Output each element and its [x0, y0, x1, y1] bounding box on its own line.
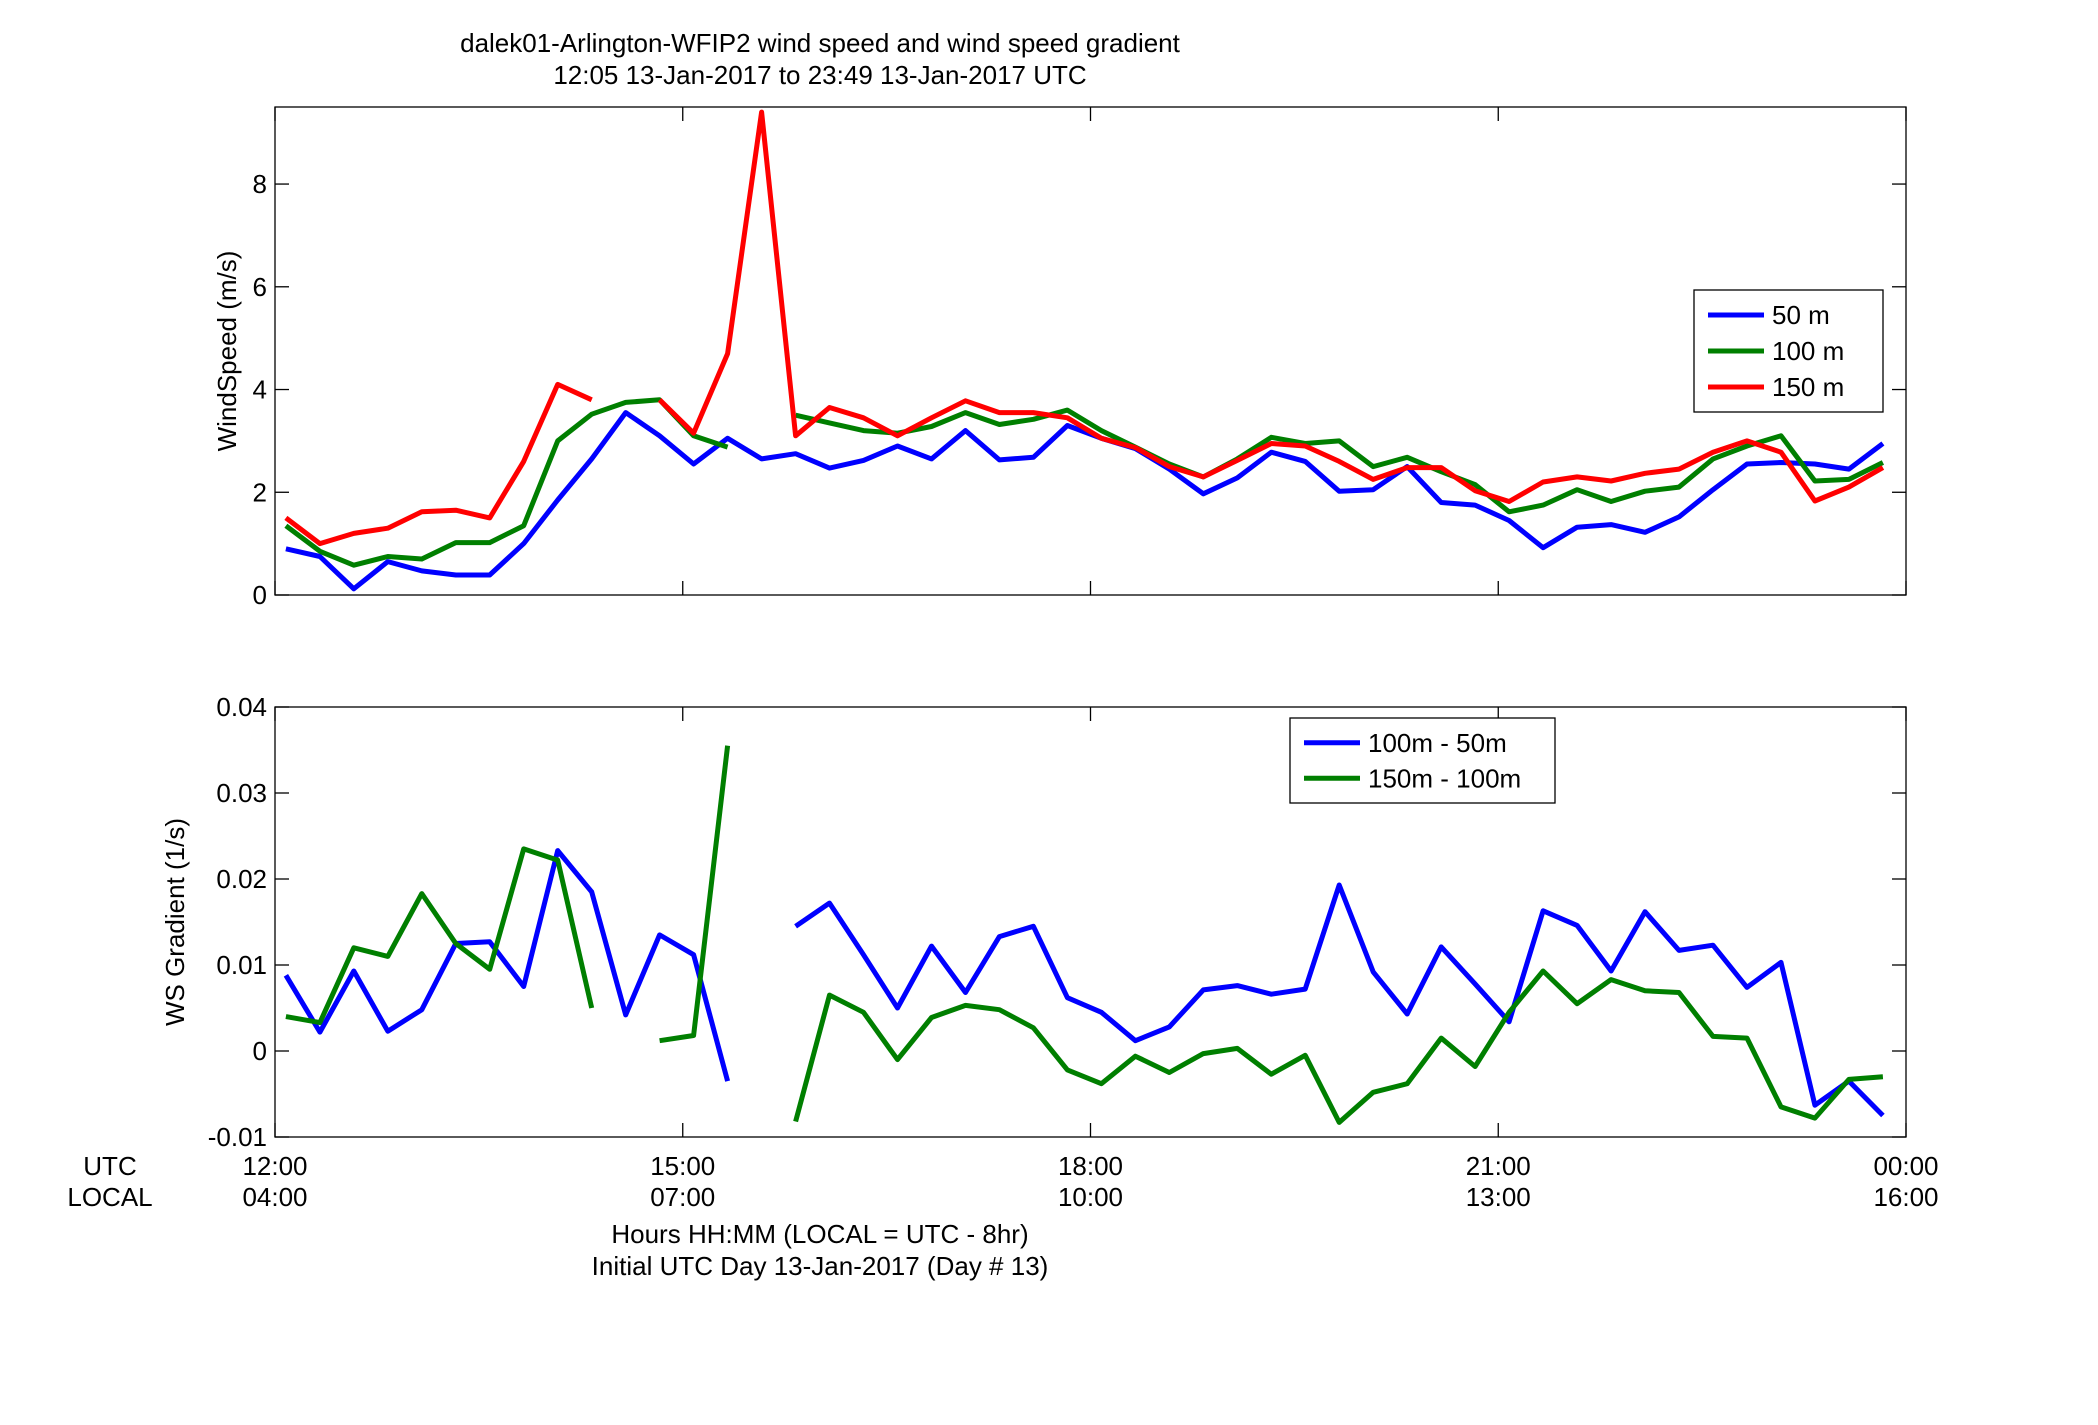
x-axis-label-line2: Initial UTC Day 13-Jan-2017 (Day # 13)	[592, 1251, 1049, 1281]
x-tick-label-utc: 21:00	[1466, 1151, 1531, 1181]
gradient-legend: 100m - 50m 150m - 100m	[1289, 717, 1556, 804]
x-tick-label-utc: 12:00	[242, 1151, 307, 1181]
windspeed-series-line-100-m	[284, 397, 1885, 568]
windspeed-series	[284, 109, 1885, 592]
x-tick-label-local: 16:00	[1873, 1182, 1938, 1212]
windspeed-series-line-50-m	[285, 410, 1885, 592]
windspeed-plot: 0 2 4 6 8 WindSpeed (m/s) 50 m 100 m 150 m	[212, 106, 1907, 610]
utc-row-label: UTC	[83, 1151, 136, 1181]
gradient-y-axis-label: WS Gradient (1/s)	[160, 818, 190, 1026]
gradient-series	[283, 745, 1885, 1125]
windspeed-legend: 50 m 100 m 150 m	[1693, 289, 1884, 413]
windspeed-series-line-150-m	[284, 109, 1885, 547]
gradient-legend-label: 100m - 50m	[1368, 728, 1507, 758]
windspeed-legend-label: 150 m	[1772, 372, 1844, 402]
chart-title-line1: dalek01-Arlington-WFIP2 wind speed and w…	[460, 28, 1181, 58]
windspeed-y-tick-label: 6	[253, 272, 267, 302]
x-tick-label-local: 10:00	[1058, 1182, 1123, 1212]
windspeed-y-tick-label: 4	[253, 375, 267, 405]
gradient-legend-box	[1289, 717, 1556, 804]
gradient-y-axis: -0.01 0 0.01 0.02 0.03 0.04	[208, 692, 1906, 1152]
windspeed-y-axis-label: WindSpeed (m/s)	[212, 251, 242, 452]
chart-title-line2: 12:05 13-Jan-2017 to 23:49 13-Jan-2017 U…	[553, 60, 1086, 90]
gradient-y-tick-label: 0.03	[216, 778, 267, 808]
gradient-legend-label: 150m - 100m	[1368, 763, 1521, 793]
x-tick-label-utc: 00:00	[1873, 1151, 1938, 1181]
windspeed-y-tick-label: 2	[253, 477, 267, 507]
gradient-y-tick-label: 0.02	[216, 864, 267, 894]
windspeed-y-axis: 0 2 4 6 8	[253, 169, 1906, 610]
x-tick-label-utc: 18:00	[1058, 1151, 1123, 1181]
local-row-label: LOCAL	[67, 1182, 152, 1212]
gradient-plot-frame	[274, 706, 1907, 1138]
windspeed-y-tick-label: 8	[253, 169, 267, 199]
windspeed-legend-label: 50 m	[1772, 300, 1830, 330]
x-tick-label-local: 04:00	[242, 1182, 307, 1212]
windspeed-legend-label: 100 m	[1772, 336, 1844, 366]
windspeed-y-tick-label: 0	[253, 580, 267, 610]
x-axis-label-line1: Hours HH:MM (LOCAL = UTC - 8hr)	[611, 1219, 1028, 1249]
gradient-y-tick-label: 0.04	[216, 692, 267, 722]
gradient-y-tick-label: 0	[253, 1036, 267, 1066]
gradient-y-tick-label: -0.01	[208, 1122, 267, 1152]
x-tick-label-local: 07:00	[650, 1182, 715, 1212]
x-tick-label-utc: 15:00	[650, 1151, 715, 1181]
windspeed-x-axis	[274, 107, 1907, 595]
gradient-y-tick-label: 0.01	[216, 950, 267, 980]
windspeed-plot-frame	[274, 106, 1907, 596]
gradient-series-line-100m-50m	[283, 848, 1885, 1118]
x-tick-label-local: 13:00	[1466, 1182, 1531, 1212]
gradient-series-line-150m-100m	[285, 745, 1884, 1125]
